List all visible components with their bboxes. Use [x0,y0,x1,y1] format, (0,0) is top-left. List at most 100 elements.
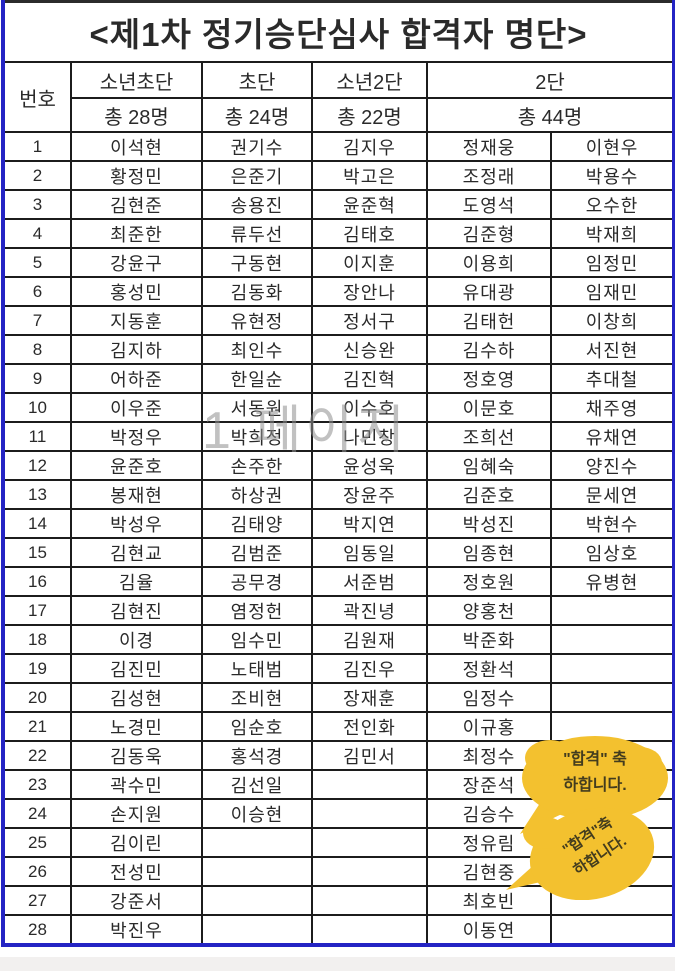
cell-youth-1dan: 전성민 [70,856,203,887]
cell-1dan [201,856,313,887]
header-youth-1dan: 소년초단 [70,61,203,99]
cell-2dan-a: 김준호 [426,479,552,510]
cell-youth-2dan: 장재훈 [311,682,428,713]
cell-number: 27 [2,885,72,916]
cell-youth-1dan: 이우준 [70,392,203,423]
cell-2dan-b [549,711,675,742]
cell-2dan-a: 최정수 [426,740,552,771]
cell-number: 7 [2,305,72,336]
cell-2dan-a: 정재웅 [426,131,552,162]
cell-youth-2dan: 이지훈 [311,247,428,278]
table-row: 13 봉재현 하상권 장윤주 김준호 문세연 [2,479,675,510]
cell-1dan: 염정헌 [201,595,313,626]
cell-youth-1dan: 최준한 [70,218,203,249]
table-row: 2 황정민 은준기 박고은 조정래 박용수 [2,160,675,191]
cell-2dan-b: 이창희 [549,305,675,336]
header-youth-2dan: 소년2단 [311,61,428,99]
table-row: 15 김현교 김범준 임동일 임종현 임상호 [2,537,675,568]
cell-number: 25 [2,827,72,858]
cell-youth-2dan: 김민서 [311,740,428,771]
cell-2dan-b [549,653,675,684]
cell-2dan-b: 유병현 [549,566,675,597]
table-row: 20 김성현 조비현 장재훈 임정수 [2,682,675,713]
cell-1dan: 서동원 [201,392,313,423]
cell-number: 2 [2,160,72,191]
table-row: 11 박정우 박희정 나민창 조희선 유채연 [2,421,675,452]
cell-1dan: 김선일 [201,769,313,800]
cell-2dan-b: 문세연 [549,479,675,510]
cell-number: 18 [2,624,72,655]
cell-youth-2dan: 정서구 [311,305,428,336]
cell-2dan-b: 임상호 [549,537,675,568]
table-row: 7 지동훈 유현정 정서구 김태헌 이창희 [2,305,675,336]
cell-2dan-a: 박성진 [426,508,552,539]
cell-youth-2dan [311,798,428,829]
cell-youth-1dan: 박정우 [70,421,203,452]
cell-number: 22 [2,740,72,771]
cell-youth-1dan: 김현교 [70,537,203,568]
cell-number: 6 [2,276,72,307]
cell-number: 10 [2,392,72,423]
cell-youth-2dan: 김진우 [311,653,428,684]
cell-2dan-a: 도영석 [426,189,552,220]
cell-number: 15 [2,537,72,568]
cell-2dan-a: 임종현 [426,537,552,568]
cell-2dan-b: 박용수 [549,160,675,191]
cell-number: 4 [2,218,72,249]
cell-1dan: 손주한 [201,450,313,481]
cell-2dan-a: 이동연 [426,914,552,946]
cell-2dan-a: 정환석 [426,653,552,684]
cell-youth-1dan: 김현준 [70,189,203,220]
cell-number: 20 [2,682,72,713]
cell-youth-2dan: 나민창 [311,421,428,452]
table-row: 5 강윤구 구동현 이지훈 이용희 임정민 [2,247,675,278]
cell-2dan-b: 박재희 [549,218,675,249]
cell-youth-1dan: 박성우 [70,508,203,539]
cell-1dan: 권기수 [201,131,313,162]
cell-number: 23 [2,769,72,800]
cell-number: 17 [2,595,72,626]
cell-number: 12 [2,450,72,481]
cell-youth-2dan: 이수호 [311,392,428,423]
cell-1dan: 구동현 [201,247,313,278]
cell-1dan: 공무경 [201,566,313,597]
cell-2dan-b [549,798,675,829]
cell-1dan: 박희정 [201,421,313,452]
cell-2dan-a: 이문호 [426,392,552,423]
cell-youth-2dan [311,769,428,800]
cell-youth-1dan: 김진민 [70,653,203,684]
cell-youth-2dan: 신승완 [311,334,428,365]
cell-number: 21 [2,711,72,742]
cell-number: 3 [2,189,72,220]
cell-number: 11 [2,421,72,452]
cell-1dan [201,827,313,858]
table-row: 24 손지원 이승현 김승수 [2,798,675,829]
cell-1dan: 홍석경 [201,740,313,771]
cell-2dan-a: 임혜숙 [426,450,552,481]
table-row: 16 김율 공무경 서준범 정호원 유병현 [2,566,675,597]
cell-1dan: 류두선 [201,218,313,249]
cell-2dan-a: 최호빈 [426,885,552,916]
cell-1dan: 임수민 [201,624,313,655]
cell-2dan-b [549,885,675,916]
cell-youth-2dan: 박고은 [311,160,428,191]
cell-1dan [201,914,313,946]
cell-1dan: 은준기 [201,160,313,191]
table-row: 21 노경민 임순호 전인화 이규홍 [2,711,675,742]
cell-number: 9 [2,363,72,394]
cell-1dan: 노태범 [201,653,313,684]
table-row: 3 김현준 송용진 윤준혁 도영석 오수한 [2,189,675,220]
cell-youth-2dan: 곽진녕 [311,595,428,626]
cell-2dan-a: 유대광 [426,276,552,307]
cell-youth-2dan: 김지우 [311,131,428,162]
cell-number: 5 [2,247,72,278]
cell-youth-2dan: 임동일 [311,537,428,568]
header-row-counts: 총 28명 총 24명 총 22명 총 44명 [3,97,675,133]
cell-youth-1dan: 김성현 [70,682,203,713]
cell-1dan: 김동화 [201,276,313,307]
table-row: 9 어하준 한일순 김진혁 정호영 추대철 [2,363,675,394]
cell-2dan-b: 임정민 [549,247,675,278]
cell-youth-1dan: 김이린 [70,827,203,858]
cell-number: 13 [2,479,72,510]
count-1dan: 총 24명 [201,97,313,133]
